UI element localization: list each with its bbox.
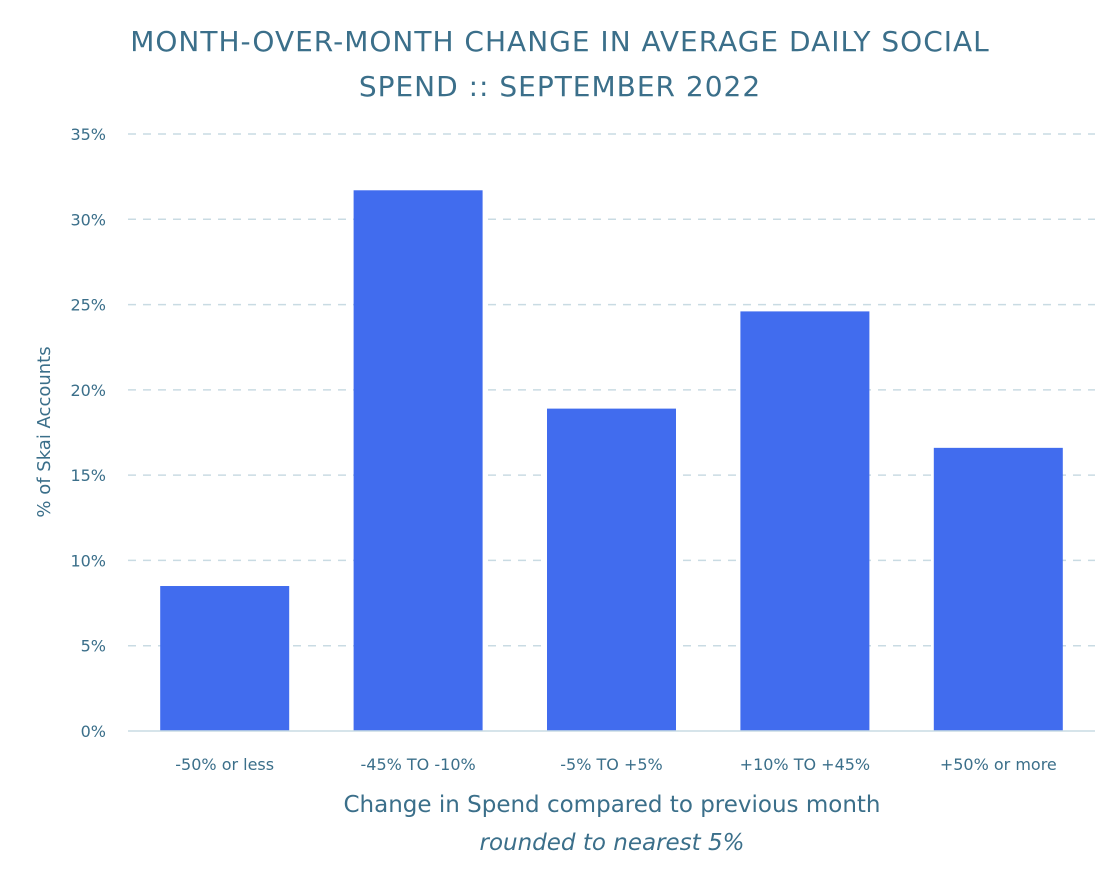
y-tick-label: 25% — [70, 296, 106, 315]
bar — [547, 408, 676, 731]
bar — [353, 190, 483, 731]
y-axis-ticks: 0% 5% 10% 15% 20% 25% 30% 35% — [70, 125, 106, 741]
x-axis-ticks: -50% or less -45% TO -10% -5% TO +5% +10% T… — [175, 755, 1056, 774]
y-tick-label: 5% — [81, 637, 106, 656]
y-axis-label: % of Skai Accounts — [34, 346, 55, 517]
chart-title-line-1: MONTH-OVER-MONTH CHANGE IN AVERAGE DAILY… — [130, 25, 990, 58]
y-tick-label: 0% — [81, 722, 106, 741]
x-tick-label: -50% or less — [175, 755, 274, 774]
x-tick-label: +50% or more — [940, 755, 1057, 774]
y-tick-label: 10% — [70, 551, 106, 570]
chart-title-line-2: SPEND :: SEPTEMBER 2022 — [359, 70, 761, 103]
y-tick-label: 35% — [70, 125, 106, 144]
bar — [933, 447, 1063, 731]
y-tick-label: 20% — [70, 381, 106, 400]
x-tick-label: -45% TO -10% — [360, 755, 475, 774]
y-tick-label: 30% — [70, 210, 106, 229]
x-axis-note: rounded to nearest 5% — [480, 830, 745, 856]
y-tick-label: 15% — [70, 466, 106, 485]
x-tick-label: +10% TO +45% — [740, 755, 870, 774]
bar — [740, 311, 870, 731]
x-axis-label: Change in Spend compared to previous mon… — [343, 792, 880, 818]
bars — [160, 190, 1063, 731]
bar — [160, 586, 290, 731]
x-tick-label: -5% TO +5% — [560, 755, 662, 774]
